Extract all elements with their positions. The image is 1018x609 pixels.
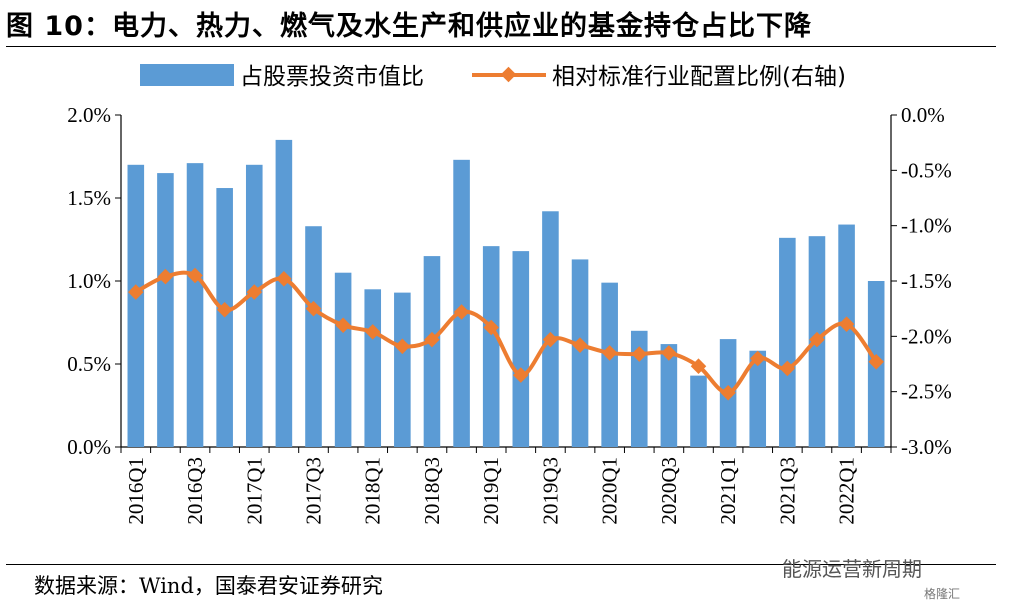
legend: 占股票投资市值比 相对标准行业配置比例(右轴) [140,64,846,90]
x-tick-label: 2018Q1 [361,457,385,525]
y-right-tick-label: -1.5% [901,269,952,293]
x-tick-label: 2017Q3 [302,457,326,525]
x-tick-label: 2022Q1 [835,457,859,525]
y-left-tick-label: 1.5% [67,186,111,210]
line-point [128,284,144,300]
x-tick-label: 2018Q3 [420,457,444,525]
x-tick-label: 2021Q3 [775,457,799,525]
y-left-tick-label: 2.0% [67,103,111,127]
bar [601,282,618,447]
x-tick-label: 2019Q1 [479,457,503,525]
bar [245,164,263,448]
bar [838,224,855,447]
y-right-tick-label: -2.5% [901,380,952,404]
watermark-logo: 格隆汇 [924,587,961,601]
x-tick-label: 2017Q1 [242,457,266,525]
watermark-text: 能源运营新周期 [782,557,922,581]
x-tick-label: 2020Q1 [598,457,622,525]
line-point [187,267,203,284]
x-tick-label: 2020Q3 [657,457,681,525]
bar [364,289,382,447]
bar [749,350,767,447]
bar [423,256,441,447]
x-tick-label: 2021Q1 [716,457,740,525]
x-tick-label: 2016Q1 [124,457,148,525]
legend-swatch-marker [500,66,517,83]
bar [512,251,530,447]
y-right-tick-label: -0.5% [901,158,952,182]
x-tick-label: 2019Q3 [538,457,562,525]
legend-label-line: 相对标准行业配置比例(右轴) [552,64,846,90]
bar [660,344,678,447]
y-left-tick-label: 0.5% [67,352,111,376]
bar [453,159,470,447]
source-rule [6,564,996,565]
y-right-tick-label: 0.0% [901,103,945,127]
bar [127,164,145,448]
y-right-tick-label: -2.0% [901,324,952,348]
line-point [216,301,233,318]
bar-series [127,139,885,448]
bar [305,226,322,447]
bar [779,237,796,447]
chart-title: 图 10：电力、热力、燃气及水生产和供应业的基金持仓占比下降 [6,11,812,42]
bar [186,163,204,447]
source-note: 数据来源：Wind，国泰君安证券研究 [34,574,383,598]
line-point [157,268,174,285]
y-left-tick-label: 0.0% [67,435,111,459]
legend-label-bar: 占股票投资市值比 [240,64,424,90]
bar [571,259,589,447]
title-rule [6,46,996,47]
y-right-tick-label: -1.0% [901,214,952,238]
bar [334,272,352,447]
bar [482,246,500,447]
bar [394,292,411,447]
bar [275,139,293,447]
x-tick-label: 2016Q3 [183,457,207,525]
bar [542,211,559,447]
bar [630,330,648,447]
axes: 0.0% 0.5% 1.0% 1.5% 2.0% -3.0% -2.5% -2.0% -1.5%… [67,103,952,525]
y-right-tick-label: -3.0% [901,435,952,459]
bar [157,173,174,447]
bar [690,375,707,447]
y-left-tick-label: 1.0% [67,269,111,293]
line-series [128,267,884,401]
legend-swatch-bar [140,64,234,86]
